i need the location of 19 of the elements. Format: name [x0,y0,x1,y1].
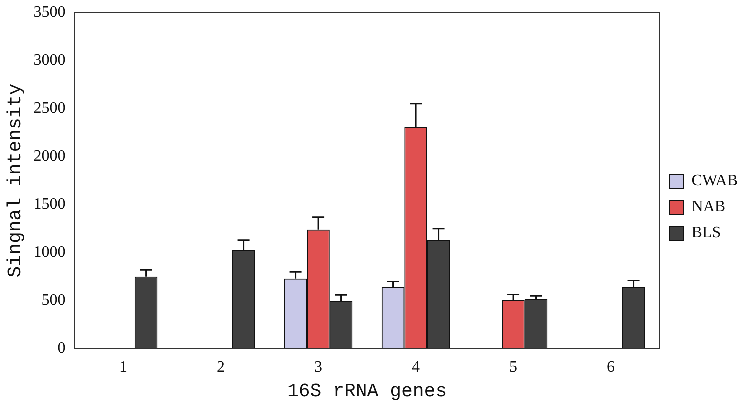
y-tick-label: 3500 [34,4,66,21]
x-tick-label: 5 [510,358,518,376]
y-tick-label: 3000 [34,52,66,69]
y-tick-label: 0 [58,340,66,358]
x-tick-label: 6 [607,358,616,376]
y-tick-label: 1500 [34,196,66,214]
y-tick-label: 1000 [34,244,66,262]
x-tick-label: 4 [412,358,420,376]
x-axis-title: 16S rRNA genes [287,380,448,403]
x-tick-label: 2 [217,358,226,376]
x-tick-label: 3 [314,358,323,376]
y-axis-title: Singnal intensity [4,84,26,278]
legend-label: BLS [692,224,722,242]
y-tick-label: 2500 [34,100,66,117]
x-tick-label: 1 [120,358,128,376]
legend-label: CWAB [692,172,738,190]
y-tick-label: 500 [42,292,66,310]
y-tick-label: 2000 [34,148,66,165]
legend-label: NAB [692,198,726,216]
